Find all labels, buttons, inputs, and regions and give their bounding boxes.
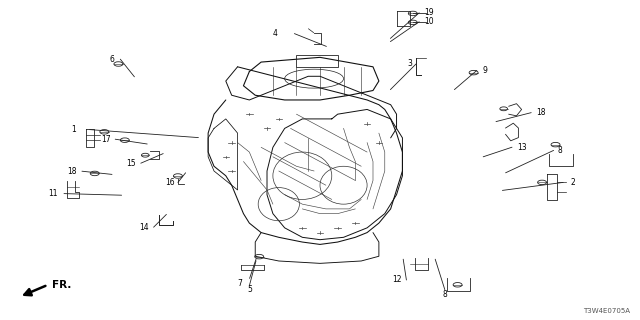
Text: 8: 8 (557, 146, 563, 155)
Text: 11: 11 (49, 189, 58, 198)
Text: 13: 13 (516, 143, 527, 152)
Text: 14: 14 (139, 223, 149, 232)
Text: T3W4E0705A: T3W4E0705A (584, 308, 630, 314)
Text: 10: 10 (424, 17, 434, 26)
Text: 2: 2 (570, 178, 575, 187)
Text: 9: 9 (483, 66, 488, 75)
Text: 1: 1 (71, 125, 76, 134)
Text: 15: 15 (126, 159, 136, 168)
Text: 5: 5 (247, 285, 252, 294)
Text: 17: 17 (100, 135, 111, 144)
Text: 7: 7 (237, 279, 243, 288)
Text: 12: 12 (392, 276, 401, 284)
Text: 19: 19 (424, 8, 434, 17)
Text: FR.: FR. (52, 280, 72, 291)
Text: 8: 8 (442, 290, 447, 299)
Text: 16: 16 (164, 178, 175, 187)
Text: 3: 3 (407, 60, 412, 68)
Text: 18: 18 (536, 108, 545, 117)
Text: 6: 6 (109, 55, 115, 64)
Text: 4: 4 (273, 29, 278, 38)
Text: 18: 18 (67, 167, 76, 176)
